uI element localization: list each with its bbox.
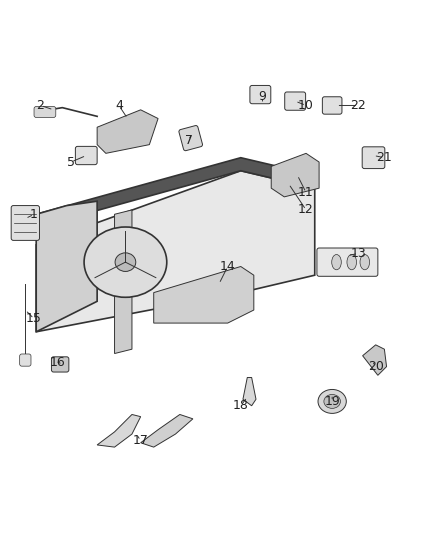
Ellipse shape	[318, 390, 346, 414]
Text: 15: 15	[26, 312, 42, 325]
Text: 13: 13	[350, 247, 366, 260]
PathPatch shape	[36, 201, 97, 332]
PathPatch shape	[97, 110, 158, 154]
Text: 5: 5	[67, 156, 75, 168]
PathPatch shape	[115, 210, 132, 353]
FancyBboxPatch shape	[34, 107, 56, 117]
FancyBboxPatch shape	[322, 97, 342, 114]
Text: 19: 19	[324, 395, 340, 408]
FancyBboxPatch shape	[362, 147, 385, 168]
Ellipse shape	[324, 394, 340, 408]
PathPatch shape	[363, 345, 387, 375]
Text: 22: 22	[350, 99, 366, 112]
FancyBboxPatch shape	[11, 206, 39, 240]
Ellipse shape	[347, 255, 357, 270]
FancyBboxPatch shape	[317, 248, 378, 276]
FancyBboxPatch shape	[51, 357, 69, 372]
PathPatch shape	[154, 266, 254, 323]
Ellipse shape	[84, 227, 167, 297]
Text: 18: 18	[233, 399, 249, 412]
PathPatch shape	[36, 171, 315, 332]
Text: 9: 9	[258, 90, 266, 103]
FancyBboxPatch shape	[179, 125, 202, 151]
FancyBboxPatch shape	[285, 92, 306, 110]
PathPatch shape	[271, 154, 319, 197]
FancyBboxPatch shape	[250, 85, 271, 104]
Text: 17: 17	[133, 434, 148, 447]
Text: 20: 20	[368, 360, 384, 373]
FancyBboxPatch shape	[20, 354, 31, 366]
PathPatch shape	[97, 415, 141, 447]
Text: 10: 10	[298, 99, 314, 112]
Text: 2: 2	[37, 99, 45, 112]
Text: 7: 7	[184, 134, 193, 147]
PathPatch shape	[141, 415, 193, 447]
Ellipse shape	[360, 255, 370, 270]
FancyBboxPatch shape	[75, 147, 97, 165]
Text: 4: 4	[115, 99, 123, 112]
Text: 21: 21	[377, 151, 392, 164]
Text: 11: 11	[298, 186, 314, 199]
Text: 12: 12	[298, 204, 314, 216]
Ellipse shape	[115, 253, 136, 271]
Text: 14: 14	[220, 260, 236, 273]
Ellipse shape	[332, 255, 341, 270]
Text: 1: 1	[30, 208, 38, 221]
PathPatch shape	[243, 377, 256, 406]
Text: 16: 16	[50, 356, 66, 369]
PathPatch shape	[36, 158, 315, 228]
